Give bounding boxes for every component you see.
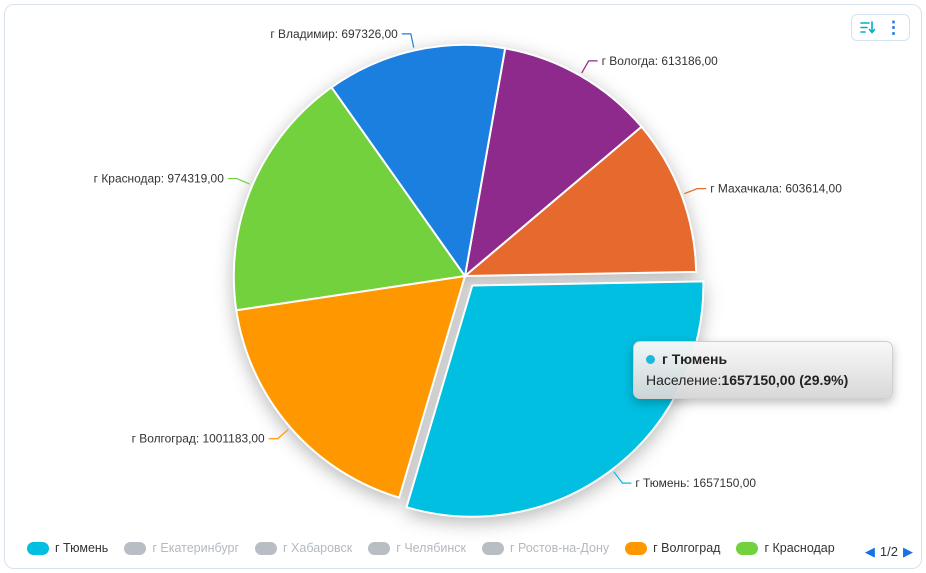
legend-next-button[interactable]: ▶ <box>903 544 913 559</box>
kebab-menu-icon[interactable]: ⋮ <box>885 17 902 37</box>
tooltip-series-dot <box>646 354 655 364</box>
legend-item-1[interactable]: г Екатеринбург <box>124 541 239 555</box>
legend-item-2[interactable]: г Хабаровск <box>255 541 352 555</box>
legend-prev-button[interactable]: ◀ <box>864 544 875 559</box>
callout-line <box>581 60 598 74</box>
pie-callouts-group: г Вологда: 613186,00 г Махачкала: 603614,… <box>94 27 842 490</box>
legend-swatch <box>625 541 648 555</box>
callout-label: г Волгоград: 1001183,00 <box>132 432 265 446</box>
pie-slices-group <box>232 43 705 518</box>
pie-slice-1[interactable] <box>462 125 698 278</box>
pie-slice-2[interactable] <box>405 280 705 518</box>
callout-line <box>401 33 415 48</box>
legend-item-0[interactable]: г Тюмень <box>27 541 108 555</box>
legend-item-6[interactable]: г Краснодар <box>736 541 835 555</box>
legend-label: г Ростов-на-Дону <box>510 541 610 555</box>
legend-swatch <box>124 541 147 555</box>
legend-label: г Челябинск <box>396 541 467 555</box>
pie-slice-5[interactable] <box>330 43 507 279</box>
sort-numeric-icon[interactable] <box>859 19 876 36</box>
legend-pager: ◀ 1/2 ▶ <box>860 544 913 559</box>
legend-swatch <box>255 541 277 555</box>
legend-item-4[interactable]: г Ростов-на-Дону <box>482 541 609 555</box>
legend-item-5[interactable]: г Волгоград <box>625 541 720 555</box>
callout-label: г Краснодар: 974319,00 <box>94 172 225 186</box>
callout-label: г Вологда: 613186,00 <box>602 54 719 68</box>
legend-label: г Волгоград <box>653 541 721 555</box>
callout-line <box>268 429 289 440</box>
legend-swatch <box>27 541 49 555</box>
legend: г Тюмень г Екатеринбург г Хабаровск г Челяб… <box>27 535 849 561</box>
legend-label: г Тюмень <box>55 541 109 555</box>
legend-label: г Краснодар <box>764 541 835 555</box>
callout-label: г Махачкала: 603614,00 <box>710 182 842 196</box>
legend-page-indicator: 1/2 <box>879 544 898 559</box>
pie-chart-svg: г Вологда: 613186,00 г Махачкала: 603614,… <box>94 27 842 518</box>
legend-swatch <box>736 541 759 555</box>
pie-slice-3[interactable] <box>235 274 467 499</box>
tooltip-metric-value: 1657150,00 (29.9%) <box>721 372 849 388</box>
legend-swatch <box>482 541 505 555</box>
pie-slice-0[interactable] <box>463 47 643 279</box>
legend-label: г Хабаровск <box>283 541 353 555</box>
tooltip: г Тюмень Население:1657150,00 (29.9%) <box>633 341 893 399</box>
tooltip-title: г Тюмень <box>662 351 728 367</box>
chart-toolbar: ⋮ <box>851 14 910 41</box>
chart-card: г Вологда: 613186,00 г Махачкала: 603614,… <box>4 4 922 569</box>
tooltip-metric-label: Население: <box>646 372 722 388</box>
legend-label: г Екатеринбург <box>152 541 239 555</box>
callout-label: г Тюмень: 1657150,00 <box>635 476 756 490</box>
callout-line <box>684 188 707 195</box>
legend-swatch <box>368 541 391 555</box>
pie-slice-4[interactable] <box>232 85 467 312</box>
legend-item-3[interactable]: г Челябинск <box>368 541 466 555</box>
callout-label: г Владимир: 697326,00 <box>270 27 398 41</box>
callout-line <box>613 471 632 484</box>
callout-line <box>227 177 250 185</box>
